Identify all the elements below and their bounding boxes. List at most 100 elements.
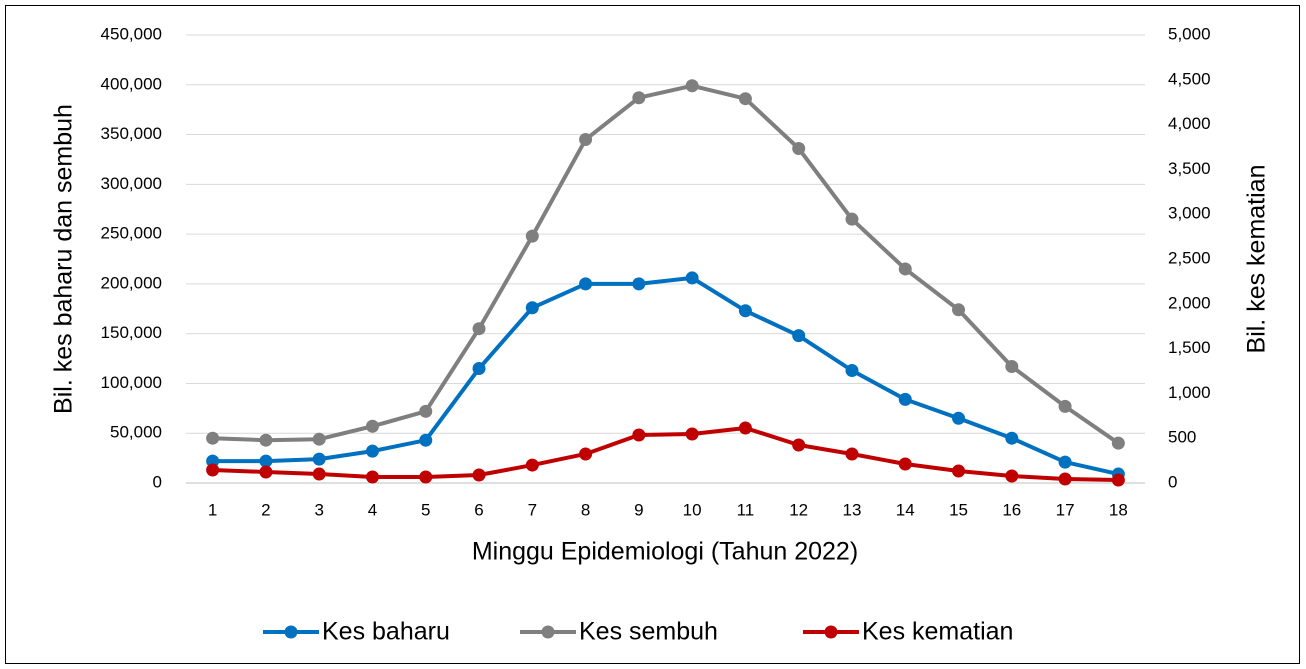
y-tick-label: 50,000	[110, 423, 162, 442]
y-tick-label: 400,000	[101, 74, 162, 93]
data-point	[472, 322, 486, 336]
data-point	[259, 454, 273, 468]
data-point	[1111, 473, 1125, 487]
x-tick-label: 2	[261, 500, 270, 519]
data-point	[685, 271, 699, 285]
data-point	[738, 92, 752, 106]
data-point	[206, 454, 220, 468]
data-point	[792, 329, 806, 343]
y-axis-title: Bil. kes baharu dan sembuh	[50, 104, 78, 414]
data-point	[365, 470, 379, 484]
data-point	[365, 419, 379, 433]
y2-tick-label: 500	[1168, 428, 1196, 447]
data-point	[419, 404, 433, 418]
x-tick-label: 15	[949, 500, 968, 519]
y2-tick-label: 1,000	[1168, 383, 1211, 402]
y-tick-label: 150,000	[101, 323, 162, 342]
data-point	[259, 465, 273, 479]
x-tick-label: 8	[581, 500, 590, 519]
data-point	[1058, 455, 1072, 469]
data-point	[685, 427, 699, 441]
data-point	[792, 141, 806, 155]
y2-tick-label: 4,000	[1168, 114, 1211, 133]
data-point	[632, 91, 646, 105]
data-point	[1058, 399, 1072, 413]
data-point	[845, 364, 859, 378]
series-line	[212, 275, 1119, 476]
legend-marker	[824, 625, 838, 639]
x-tick-label: 11	[737, 500, 755, 519]
x-tick-label: 18	[1109, 500, 1128, 519]
x-tick-label: 6	[474, 500, 483, 519]
legend-marker	[284, 625, 298, 639]
x-tick-label: 17	[1056, 500, 1075, 519]
data-point	[952, 303, 966, 317]
y-tick-label: 100,000	[101, 373, 162, 392]
x-tick-label: 14	[896, 500, 915, 519]
data-point	[579, 277, 593, 291]
x-tick-label: 16	[1002, 500, 1021, 519]
data-point	[312, 432, 326, 446]
data-point	[472, 362, 486, 376]
y-tick-label: 300,000	[101, 174, 162, 193]
data-point	[206, 463, 220, 477]
data-point	[845, 447, 859, 461]
x-tick-label: 4	[368, 500, 377, 519]
data-point	[1005, 469, 1019, 483]
x-tick-label: 9	[634, 500, 643, 519]
data-point	[525, 301, 539, 315]
y-tick-label: 250,000	[101, 224, 162, 243]
chart-border	[5, 5, 1300, 664]
data-point	[952, 464, 966, 478]
legend-label: Kes sembuh	[579, 618, 718, 646]
legend-label: Kes kematian	[862, 618, 1013, 646]
y2-tick-label: 5,000	[1168, 24, 1211, 43]
data-point	[1005, 360, 1019, 374]
data-point	[259, 433, 273, 447]
data-point	[312, 452, 326, 466]
y2-tick-label: 2,000	[1168, 293, 1211, 312]
data-point	[1058, 472, 1072, 486]
y2-tick-label: 4,500	[1168, 69, 1211, 88]
data-point	[952, 411, 966, 425]
y2-tick-label: 3,000	[1168, 204, 1211, 223]
x-tick-label: 13	[843, 500, 862, 519]
series-line	[212, 425, 1119, 483]
data-point	[632, 277, 646, 291]
x-tick-label: 12	[789, 500, 808, 519]
data-point	[898, 392, 912, 406]
data-point	[898, 262, 912, 276]
x-tick-label: 5	[421, 500, 430, 519]
data-point	[525, 458, 539, 472]
data-point	[525, 229, 539, 243]
y-tick-label: 350,000	[101, 124, 162, 143]
data-point	[206, 431, 220, 445]
y2-tick-label: 2,500	[1168, 248, 1211, 267]
data-point	[579, 133, 593, 147]
data-point	[312, 467, 326, 481]
data-point	[792, 438, 806, 452]
data-point	[738, 304, 752, 318]
y2-tick-label: 1,500	[1168, 338, 1211, 357]
x-tick-label: 7	[528, 500, 537, 519]
x-tick-label: 10	[683, 500, 702, 519]
data-point	[845, 212, 859, 226]
legend-label: Kes baharu	[322, 618, 450, 646]
data-point	[419, 470, 433, 484]
data-point	[579, 447, 593, 461]
legend-marker	[541, 625, 555, 639]
data-point	[685, 79, 699, 93]
data-point	[1111, 436, 1125, 450]
y2-tick-label: 0	[1168, 472, 1177, 491]
data-point	[898, 457, 912, 471]
y2-axis-title: Bil. kes kematian	[1243, 165, 1271, 354]
y-tick-label: 200,000	[101, 273, 162, 292]
data-point	[1005, 431, 1019, 445]
series-line	[212, 83, 1120, 445]
y-tick-label: 450,000	[101, 24, 162, 43]
data-point	[365, 444, 379, 458]
data-point	[738, 421, 752, 435]
x-axis-title: Minggu Epidemiologi (Tahun 2022)	[472, 538, 858, 566]
x-tick-label: 3	[314, 500, 323, 519]
